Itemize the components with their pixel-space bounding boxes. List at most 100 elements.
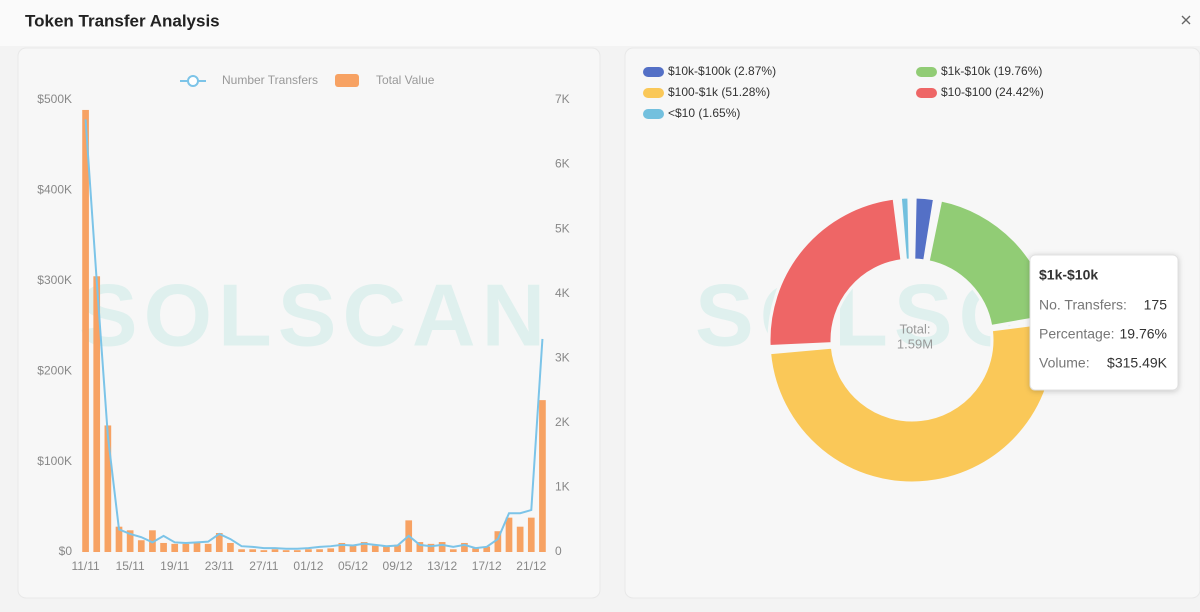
x-tick-label: 17/12 [472,559,502,573]
tooltip-label: No. Transfers: [1039,297,1127,313]
bar [227,542,234,552]
y-tick-label: $0 [59,544,73,558]
bar [427,543,435,552]
bar [215,533,223,552]
y-tick-label: $500K [37,92,72,106]
x-tick-label: 15/11 [116,559,145,573]
bar [238,549,245,552]
combo-chart: SOLSCAN $0 $100K $200K $300K $400K $500K 0 1K 2K 3… [37,73,569,573]
donut-slice [767,196,904,349]
bar [260,550,268,552]
bar [182,543,190,552]
legend-marker [187,75,199,87]
bar [149,530,156,552]
bar [483,546,491,552]
bar [349,545,357,552]
bar [137,540,145,552]
close-button[interactable] [1181,15,1191,25]
bar [82,109,89,552]
y-tick-label: $400K [37,183,72,197]
donut-slice [898,195,912,262]
center-label: Total: [899,321,930,336]
legend-label: $1k-$10k (19.76%) [941,64,1042,78]
y-tick-label: $100K [37,454,72,468]
bar [305,549,312,552]
bar [472,548,479,552]
tooltip-value: 175 [1144,297,1168,313]
legend-label: Total Value [376,73,435,87]
x-tick-label: 11/11 [71,559,100,573]
donut-chart: SOLSCAN$10k-$100k (2.87%) $1k-$10k (19.76… [643,64,1179,485]
bar [438,542,446,552]
tooltip-label: Percentage: [1039,326,1115,342]
bar [494,531,502,552]
tooltip [1029,254,1179,391]
x-tick-label: 21/12 [516,559,546,573]
legend-label: $10-$100 (24.42%) [941,85,1044,99]
tooltip-value: 19.76% [1120,326,1167,342]
legend-label: <$10 (1.65%) [668,106,740,120]
y2-tick-label: 5K [555,221,570,235]
bar [316,549,323,552]
bar [505,517,513,552]
legend-swatch [335,74,359,87]
page-title: Token Transfer Analysis [25,11,220,30]
bar [360,542,368,552]
donut-slice [768,320,1057,485]
bar [104,425,112,552]
x-tick-label: 19/11 [160,559,189,573]
bar [338,542,346,552]
x-tick-label: 23/11 [205,559,234,573]
bar [271,549,279,552]
y-tick-label: $200K [37,363,72,377]
x-tick-label: 27/11 [249,559,278,573]
y-tick-label: $300K [37,273,72,287]
bar [293,550,301,552]
bar [204,543,212,552]
y2-tick-label: 3K [555,350,570,364]
watermark: SOLSCAN [79,265,551,364]
tooltip-title: $1k-$10k [1039,267,1098,283]
legend-swatch [643,109,664,119]
card [624,47,1200,599]
legend-swatch [916,88,937,98]
line [84,119,544,550]
bar [394,544,401,552]
bar [193,542,201,552]
bar [160,542,167,552]
y2-tick-label: 4K [555,286,570,300]
donut-slice [912,195,937,263]
y2-tick-label: 2K [555,415,570,429]
legend-label: $100-$1k (51.28%) [668,85,770,99]
bar [383,545,390,552]
bar [327,548,335,552]
legend-swatch [643,67,664,77]
bar [249,549,257,552]
tooltip-value: $315.49K [1107,355,1168,371]
bar [126,530,134,552]
bar [516,526,524,552]
bar [461,542,468,552]
card [17,47,601,599]
bar [115,526,123,552]
x-tick-label: 01/12 [293,559,323,573]
bar [371,545,379,552]
header [0,0,1200,46]
legend-swatch [916,67,937,77]
y2-tick-label: 0 [555,544,562,558]
bar [449,549,457,552]
bar [416,542,424,552]
bar [539,400,546,552]
legend-label: $10k-$100k (2.87%) [668,64,776,78]
y2-tick-label: 6K [555,157,570,171]
center-value: 1.59M [897,336,933,351]
bar [282,550,290,552]
bar [171,543,179,552]
x-tick-label: 05/12 [338,559,368,573]
y2-tick-label: 7K [555,92,570,106]
x-tick-label: 09/12 [383,559,413,573]
legend-swatch [643,88,664,98]
legend-label: Number Transfers [222,73,318,87]
